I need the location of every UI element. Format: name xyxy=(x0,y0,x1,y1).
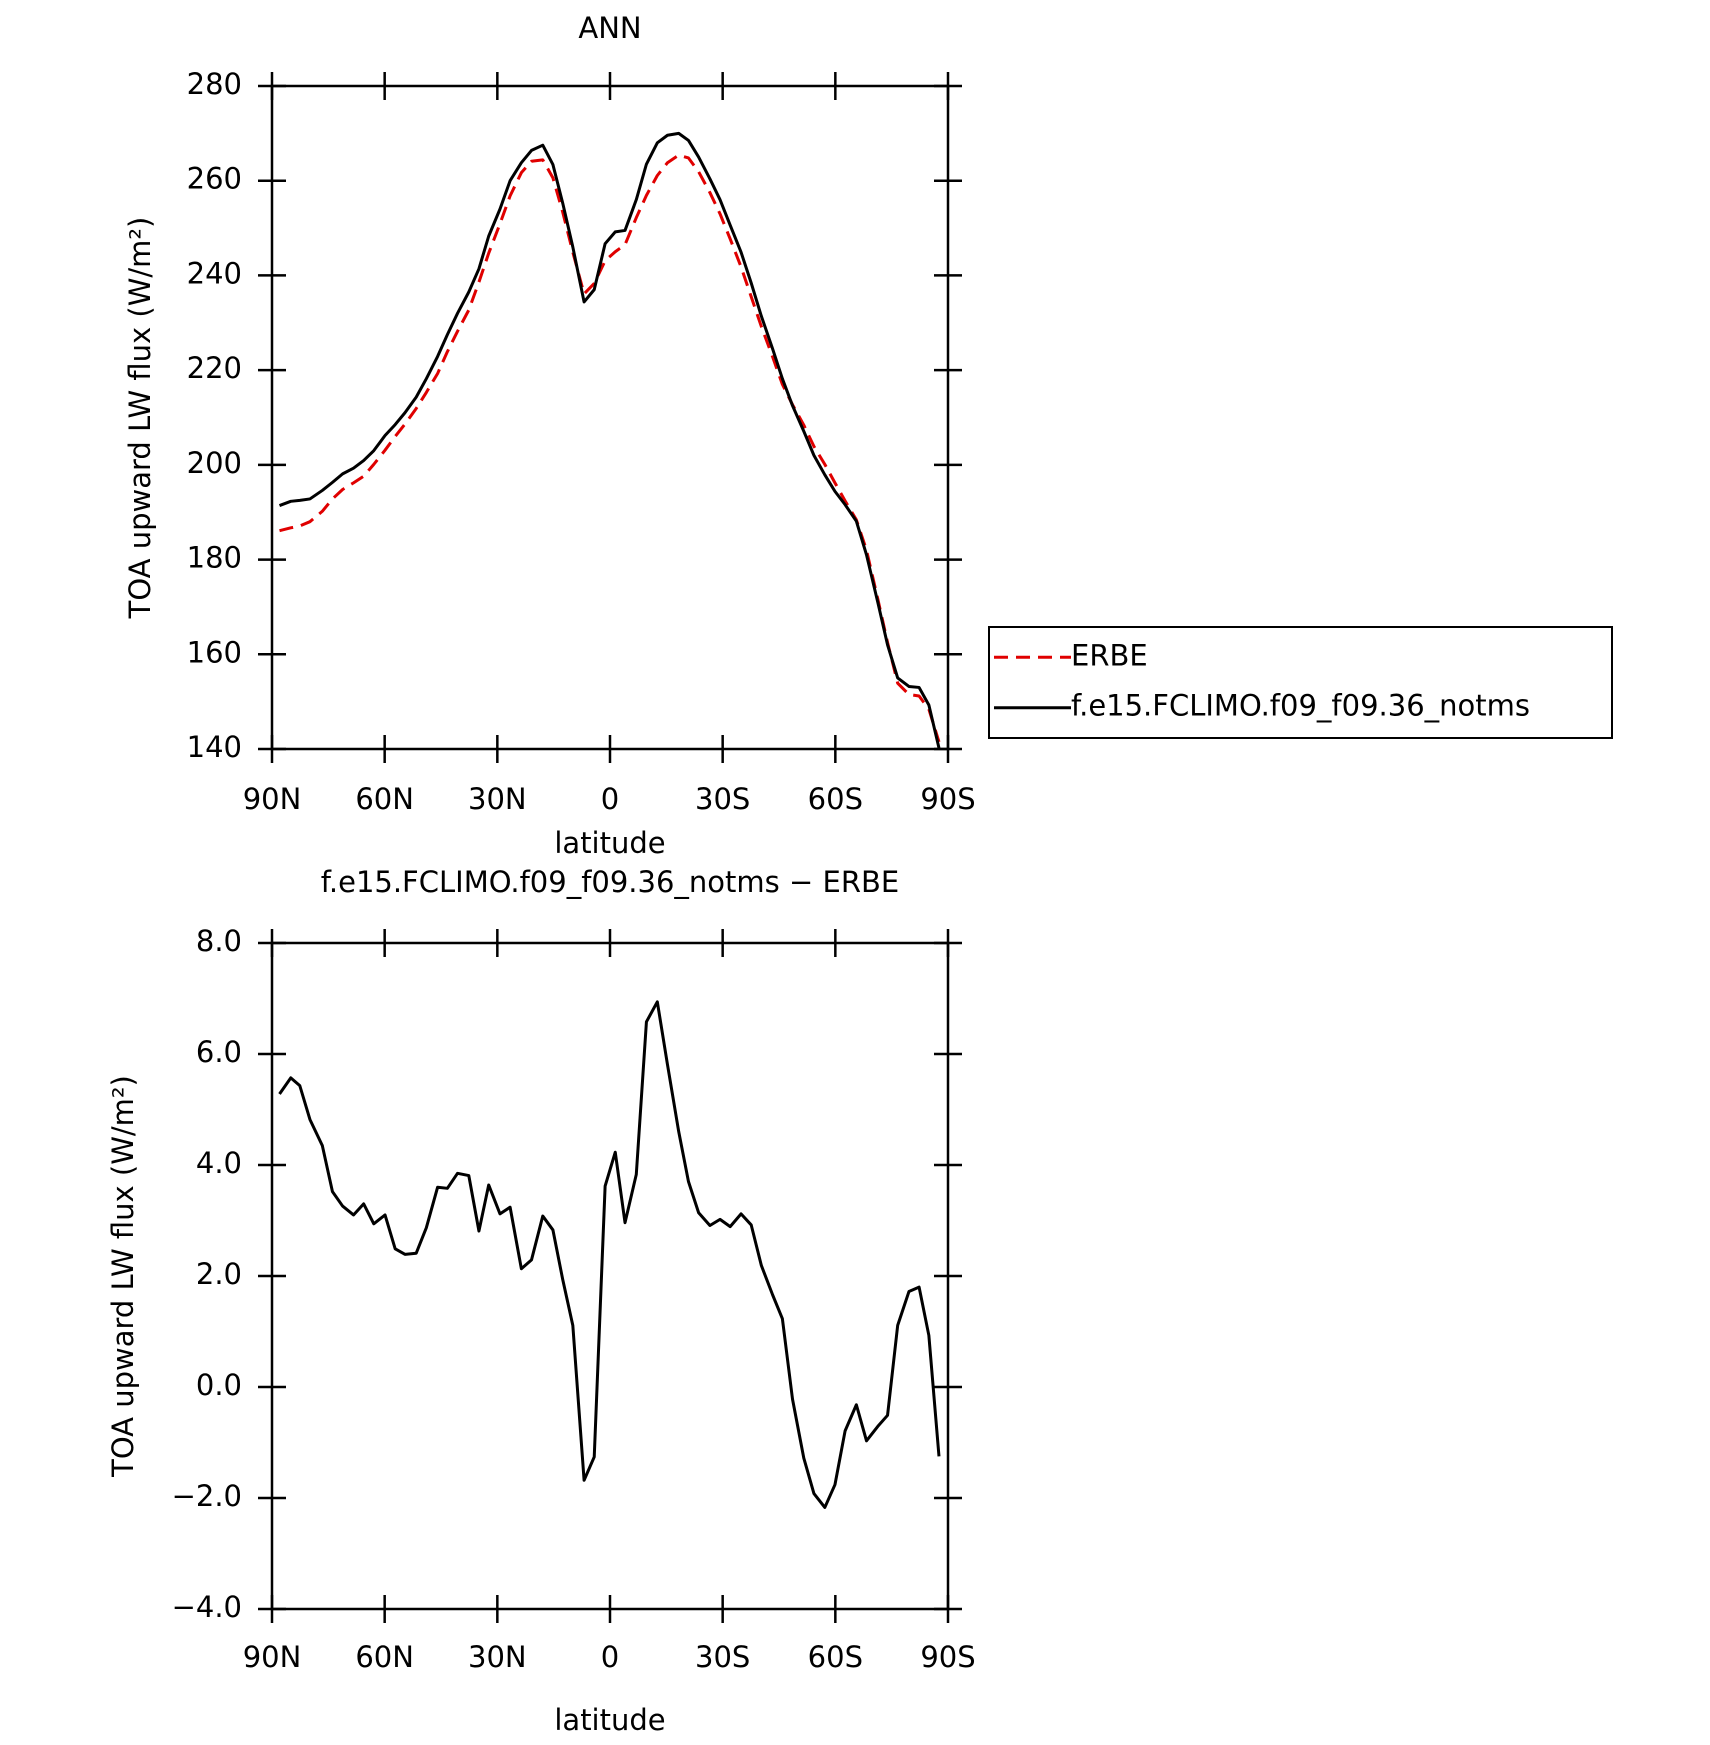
y-tick-label: 6.0 xyxy=(196,1035,242,1069)
x-tick-label: 0 xyxy=(601,782,619,816)
x-tick-label: 30S xyxy=(695,782,750,816)
legend-label: f.e15.FCLIMO.f09_f09.36_notms xyxy=(1071,689,1530,723)
x-tick-label: 60S xyxy=(808,1640,863,1674)
x-tick-label: 90S xyxy=(920,782,975,816)
x-axis-label: latitude xyxy=(554,1703,665,1737)
plot-frame xyxy=(270,84,950,751)
y-tick-label: 2.0 xyxy=(196,1257,242,1291)
y-tick-label: −2.0 xyxy=(172,1479,242,1513)
legend-label: ERBE xyxy=(1071,638,1148,672)
x-tick-label: 0 xyxy=(601,1640,619,1674)
y-tick-label: −4.0 xyxy=(172,1590,242,1624)
x-tick-label: 90N xyxy=(243,1640,302,1674)
x-tick-label: 90N xyxy=(243,782,302,816)
legend-box xyxy=(988,626,1613,739)
y-tick-label: 240 xyxy=(187,256,242,290)
y-tick-label: 220 xyxy=(187,351,242,385)
x-axis-label: latitude xyxy=(554,826,665,860)
y-tick-label: 160 xyxy=(187,635,242,669)
x-tick-label: 60N xyxy=(355,782,414,816)
y-tick-label: 180 xyxy=(187,541,242,575)
y-tick-label: 140 xyxy=(187,730,242,764)
x-tick-label: 30S xyxy=(695,1640,750,1674)
chart-title: f.e15.FCLIMO.f09_f09.36_notms − ERBE xyxy=(321,865,899,899)
x-tick-label: 30N xyxy=(468,1640,527,1674)
y-tick-label: 8.0 xyxy=(196,924,242,958)
plot-frame xyxy=(270,941,950,1611)
x-tick-label: 90S xyxy=(920,1640,975,1674)
y-tick-label: 4.0 xyxy=(196,1146,242,1180)
y-tick-label: 280 xyxy=(187,67,242,101)
y-tick-label: 200 xyxy=(187,446,242,480)
y-tick-label: 260 xyxy=(187,162,242,196)
y-axis-label: TOA upward LW flux (W/m²) xyxy=(123,217,157,620)
y-axis-label: TOA upward LW flux (W/m²) xyxy=(106,1075,140,1478)
x-tick-label: 60S xyxy=(808,782,863,816)
x-tick-label: 30N xyxy=(468,782,527,816)
x-tick-label: 60N xyxy=(355,1640,414,1674)
data-line xyxy=(278,131,941,749)
chart-title: ANN xyxy=(578,11,641,45)
y-tick-label: 0.0 xyxy=(196,1368,242,1402)
data-line xyxy=(278,1000,941,1509)
data-line xyxy=(279,153,941,743)
